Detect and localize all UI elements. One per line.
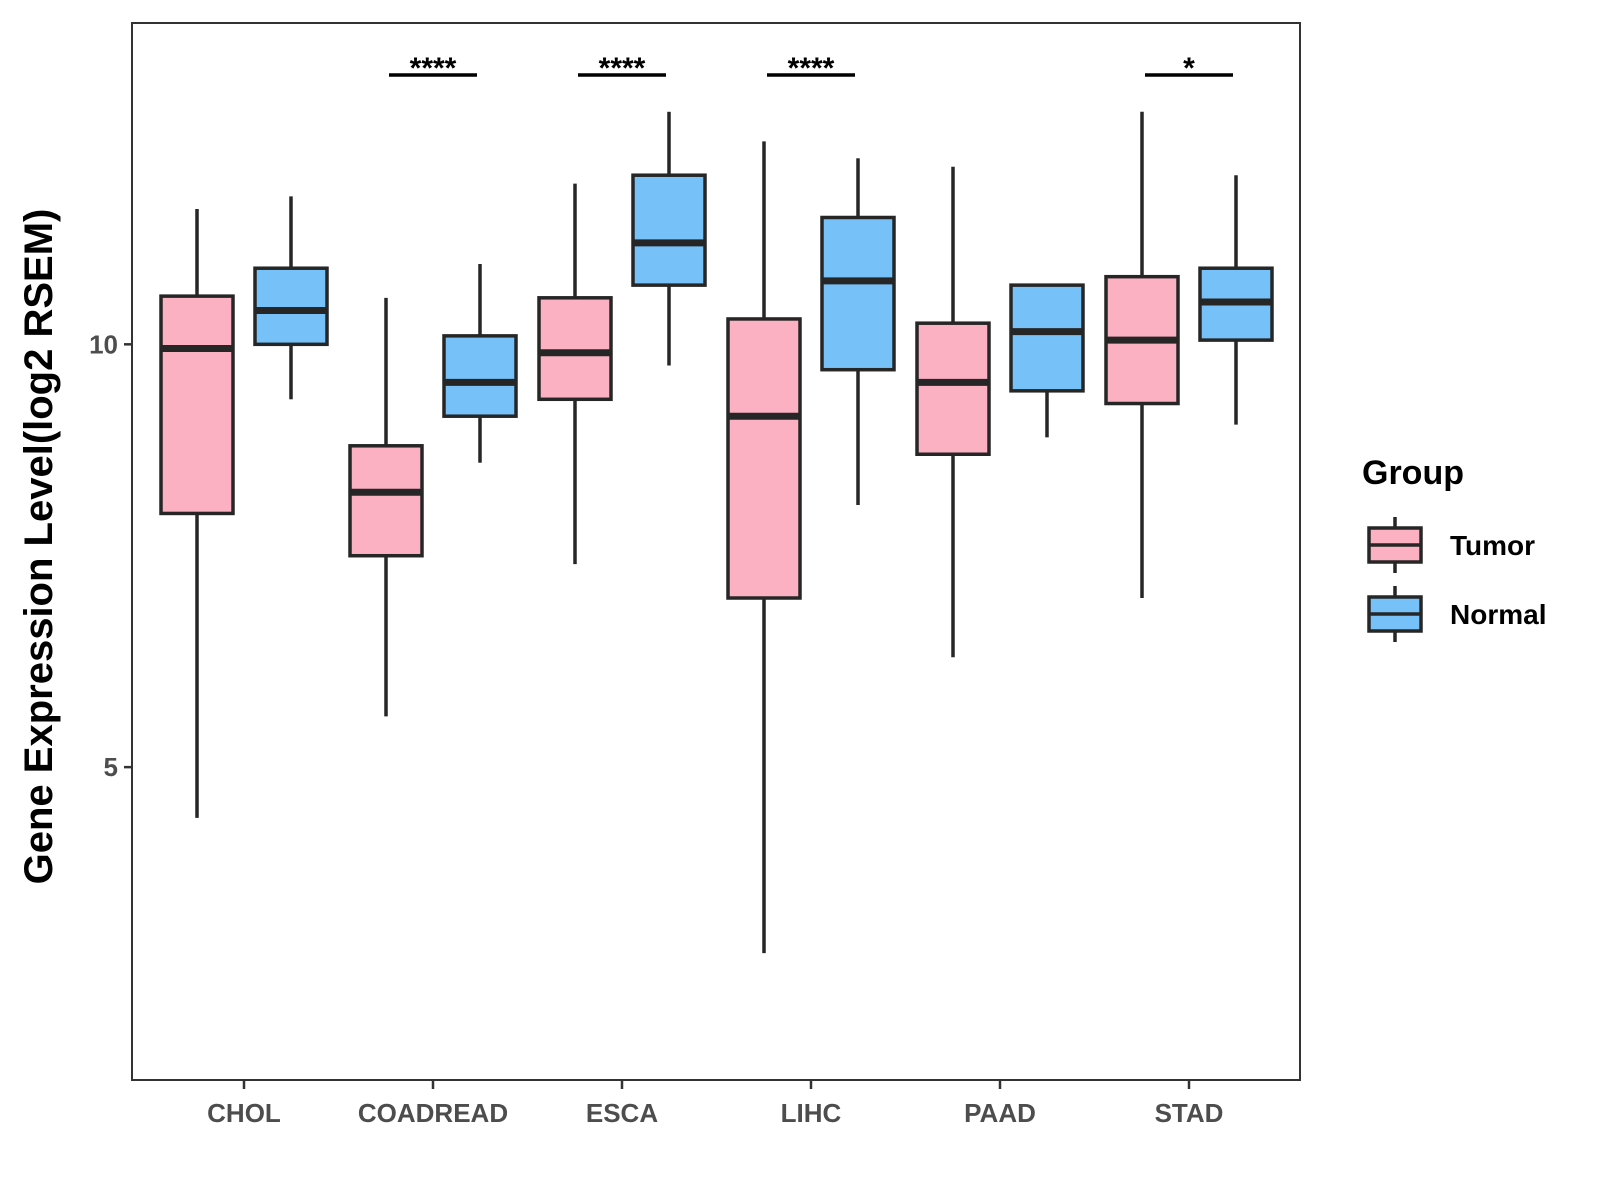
box-normal-chol <box>253 196 329 400</box>
box-normal-esca <box>631 111 707 366</box>
box-body <box>253 266 329 347</box>
box-body <box>726 317 802 600</box>
significance-label: **** <box>788 52 835 85</box>
significance-stad: * <box>1145 52 1233 85</box>
box-normal-stad <box>1198 175 1274 425</box>
y-tick-label: 5 <box>104 752 118 782</box>
box-normal-lihc <box>820 158 896 505</box>
box-tumor-chol <box>159 209 235 818</box>
box-body <box>348 444 424 558</box>
plot-panel-border <box>131 22 1301 1081</box>
box-body <box>631 173 707 287</box>
y-tick-label: 10 <box>89 329 118 359</box>
y-axis-title: Gene Expression Level(log2 RSEM) <box>17 209 61 885</box>
box-body <box>442 334 518 418</box>
legend-title: Group <box>1362 454 1464 492</box>
legend-label: Normal <box>1450 599 1546 630</box>
box-tumor-stad <box>1104 111 1180 599</box>
significance-label: **** <box>599 52 646 85</box>
box-tumor-paad <box>915 166 991 658</box>
box-tumor-coadread <box>348 297 424 717</box>
legend-item-tumor: Tumor <box>1367 517 1535 573</box>
box-tumor-lihc <box>726 141 802 954</box>
box-body <box>159 294 235 516</box>
legend-label: Tumor <box>1450 530 1535 561</box>
box-normal-paad <box>1009 283 1085 438</box>
significance-lihc: **** <box>767 52 855 85</box>
x-tick-label: ESCA <box>586 1098 658 1128</box>
x-tick-label: PAAD <box>964 1098 1036 1128</box>
x-tick-label: STAD <box>1155 1098 1224 1128</box>
significance-coadread: **** <box>389 52 477 85</box>
box-body <box>820 215 896 372</box>
legend-item-normal: Normal <box>1367 586 1546 642</box>
x-tick-label: COADREAD <box>358 1098 508 1128</box>
significance-label: **** <box>410 52 457 85</box>
significance-esca: **** <box>578 52 666 85</box>
x-tick-label: LIHC <box>781 1098 842 1128</box>
x-tick-label: CHOL <box>207 1098 281 1128</box>
box-body <box>915 321 991 457</box>
box-body <box>537 296 613 402</box>
box-tumor-esca <box>537 183 613 565</box>
significance-label: * <box>1183 52 1195 85</box>
box-body <box>1009 283 1085 393</box>
box-normal-coadread <box>442 263 518 463</box>
